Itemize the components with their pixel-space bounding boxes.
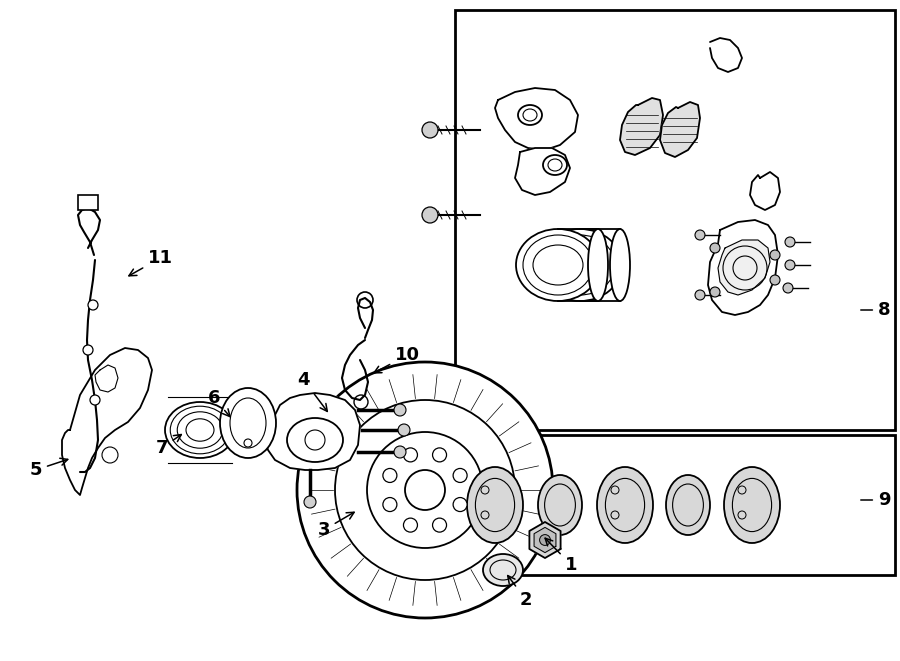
Bar — [78, 195, 98, 210]
Ellipse shape — [403, 448, 418, 462]
Text: 7: 7 — [156, 434, 181, 457]
Ellipse shape — [433, 518, 446, 532]
Ellipse shape — [297, 362, 553, 618]
Text: 8: 8 — [860, 301, 891, 319]
Ellipse shape — [335, 400, 515, 580]
Text: 4: 4 — [298, 371, 328, 411]
Bar — [455, 435, 895, 575]
Ellipse shape — [538, 475, 582, 535]
Text: 6: 6 — [208, 389, 230, 416]
Ellipse shape — [304, 496, 316, 508]
Text: 11: 11 — [129, 249, 173, 276]
Ellipse shape — [83, 345, 93, 355]
Ellipse shape — [382, 469, 397, 483]
Ellipse shape — [422, 207, 438, 223]
Ellipse shape — [597, 467, 653, 543]
Polygon shape — [708, 220, 778, 315]
Ellipse shape — [367, 432, 483, 548]
Ellipse shape — [770, 250, 780, 260]
Ellipse shape — [405, 470, 445, 510]
Ellipse shape — [538, 229, 622, 301]
Ellipse shape — [394, 446, 406, 458]
Ellipse shape — [88, 300, 98, 310]
Ellipse shape — [453, 498, 467, 512]
Ellipse shape — [403, 518, 418, 532]
Ellipse shape — [433, 448, 446, 462]
Ellipse shape — [422, 122, 438, 138]
Ellipse shape — [588, 229, 608, 301]
Polygon shape — [515, 148, 570, 195]
Ellipse shape — [724, 467, 780, 543]
Ellipse shape — [695, 290, 705, 300]
Ellipse shape — [90, 395, 100, 405]
Ellipse shape — [540, 535, 551, 545]
Polygon shape — [495, 88, 578, 150]
Ellipse shape — [398, 424, 410, 436]
Text: 5: 5 — [30, 458, 68, 479]
Polygon shape — [718, 240, 770, 295]
Polygon shape — [534, 527, 556, 553]
Ellipse shape — [710, 243, 720, 253]
Polygon shape — [265, 393, 360, 470]
Ellipse shape — [483, 554, 523, 586]
Polygon shape — [529, 522, 561, 558]
Polygon shape — [660, 102, 700, 157]
Ellipse shape — [394, 404, 406, 416]
Ellipse shape — [220, 388, 276, 458]
Text: 10: 10 — [374, 346, 420, 373]
Ellipse shape — [666, 475, 710, 535]
Ellipse shape — [770, 275, 780, 285]
Text: 3: 3 — [318, 512, 354, 539]
Ellipse shape — [783, 283, 793, 293]
Ellipse shape — [518, 105, 542, 125]
Ellipse shape — [467, 467, 523, 543]
Ellipse shape — [610, 229, 630, 301]
Ellipse shape — [710, 287, 720, 297]
Ellipse shape — [516, 229, 600, 301]
Polygon shape — [620, 98, 663, 155]
Polygon shape — [750, 172, 780, 210]
Text: 1: 1 — [545, 538, 578, 574]
Ellipse shape — [785, 237, 795, 247]
Ellipse shape — [165, 402, 235, 458]
Polygon shape — [710, 38, 742, 72]
Ellipse shape — [543, 155, 567, 175]
Ellipse shape — [785, 260, 795, 270]
Ellipse shape — [453, 469, 467, 483]
Ellipse shape — [382, 498, 397, 512]
Text: 2: 2 — [508, 576, 533, 609]
Polygon shape — [95, 365, 118, 392]
Bar — [455, 10, 895, 430]
Polygon shape — [62, 348, 152, 495]
Text: 9: 9 — [860, 491, 890, 509]
Ellipse shape — [695, 230, 705, 240]
